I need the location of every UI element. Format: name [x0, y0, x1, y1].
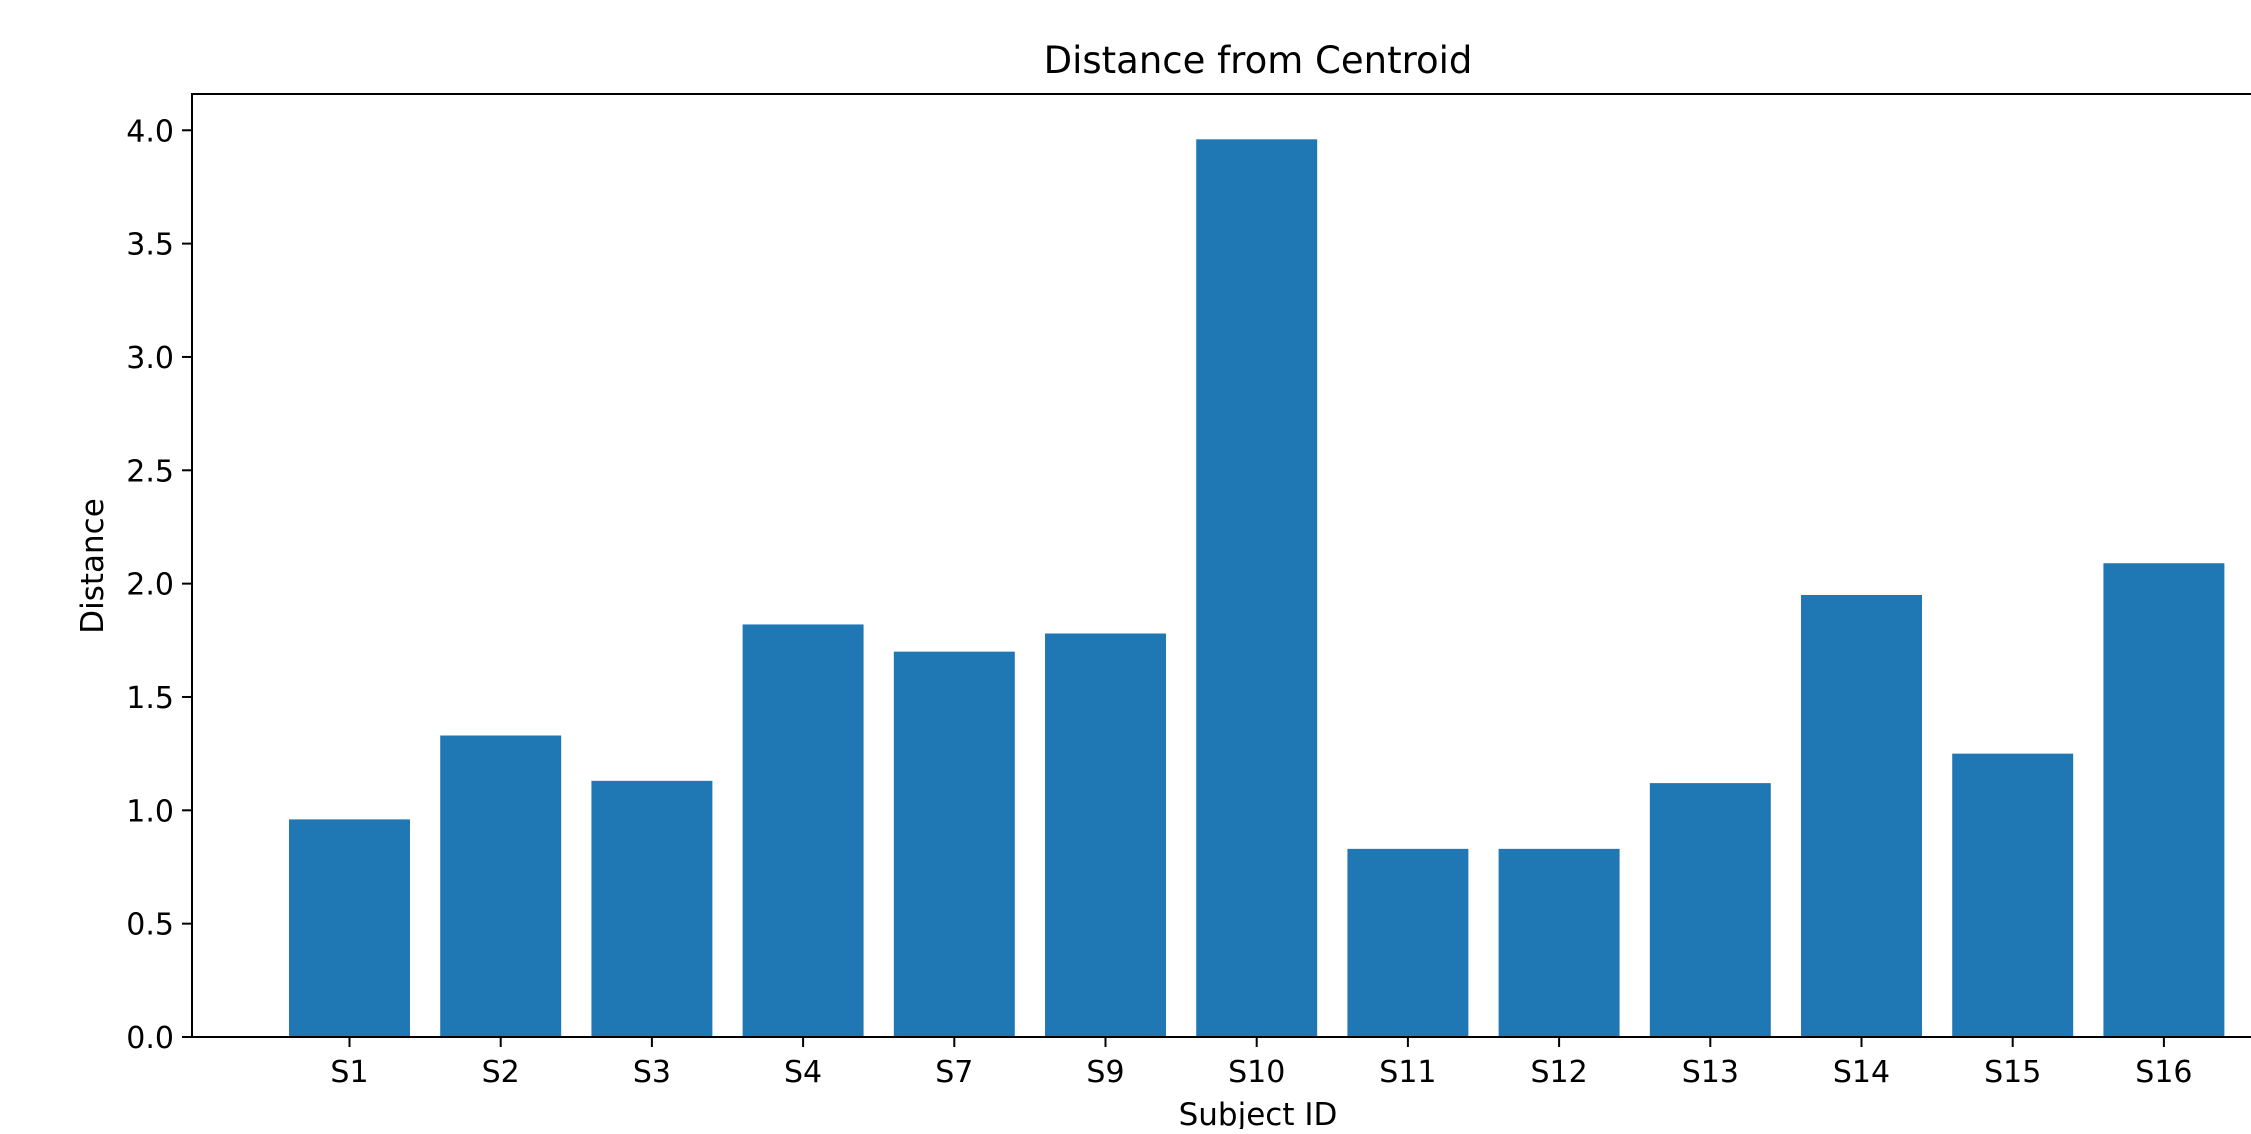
x-tick-label: S15 [1984, 1055, 2041, 1090]
bar-s1 [289, 819, 410, 1037]
bars-group [289, 139, 2225, 1037]
y-tick-label: 1.0 [126, 794, 174, 829]
x-tick-label: S3 [633, 1055, 671, 1090]
bar-s12 [1498, 848, 1620, 1037]
x-tick-label: S2 [482, 1055, 520, 1090]
bar-s16 [2103, 563, 2225, 1037]
x-tick-label: S16 [2135, 1055, 2192, 1090]
y-tick-label: 0.5 [126, 908, 174, 943]
x-tick-label: S4 [784, 1055, 822, 1090]
bar-s4 [742, 624, 864, 1037]
x-tick-label: S1 [330, 1055, 368, 1090]
bar-s2 [440, 735, 562, 1037]
x-tick-label: S14 [1833, 1055, 1890, 1090]
x-tick-label: S9 [1086, 1055, 1124, 1090]
bar-s11 [1347, 848, 1469, 1037]
x-tick-label: S7 [935, 1055, 973, 1090]
y-tick-label: 1.5 [126, 681, 174, 716]
y-tick-label: 4.0 [126, 114, 174, 149]
y-tick-label: 0.0 [126, 1021, 174, 1056]
x-axis-label: Subject ID [1179, 1097, 1338, 1129]
bar-s10 [1196, 139, 1318, 1037]
bar-s3 [591, 780, 713, 1037]
plot-frame [191, 93, 2251, 1038]
x-tick-label: S11 [1379, 1055, 1436, 1090]
y-axis: 0.0 0.5 1.0 1.5 2.0 2.5 3.0 3.5 4.0 [126, 114, 192, 1056]
y-tick-label: 2.5 [126, 454, 174, 489]
bar-s15 [1952, 753, 2074, 1037]
y-tick-label: 3.0 [126, 341, 174, 376]
y-tick-label: 3.5 [126, 228, 174, 263]
bar-s14 [1801, 594, 1922, 1037]
bar-s13 [1649, 783, 1771, 1037]
y-axis-label: Distance [75, 498, 111, 634]
chart-title: Distance from Centroid [1044, 39, 1473, 82]
x-tick-label: S10 [1228, 1055, 1285, 1090]
bar-s9 [1045, 633, 1166, 1037]
x-axis: S1 S2 S3 S4 S7 S9 S10 S11 S12 S13 S14 S15 S16 [330, 1037, 2193, 1090]
x-tick-label: S12 [1530, 1055, 1587, 1090]
y-tick-label: 2.0 [126, 568, 174, 603]
bar-s7 [893, 651, 1015, 1037]
x-tick-label: S13 [1682, 1055, 1739, 1090]
